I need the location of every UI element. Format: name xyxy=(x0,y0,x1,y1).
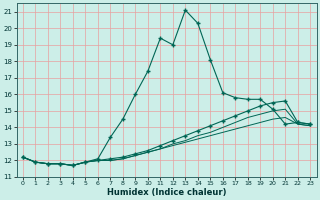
X-axis label: Humidex (Indice chaleur): Humidex (Indice chaleur) xyxy=(107,188,226,197)
